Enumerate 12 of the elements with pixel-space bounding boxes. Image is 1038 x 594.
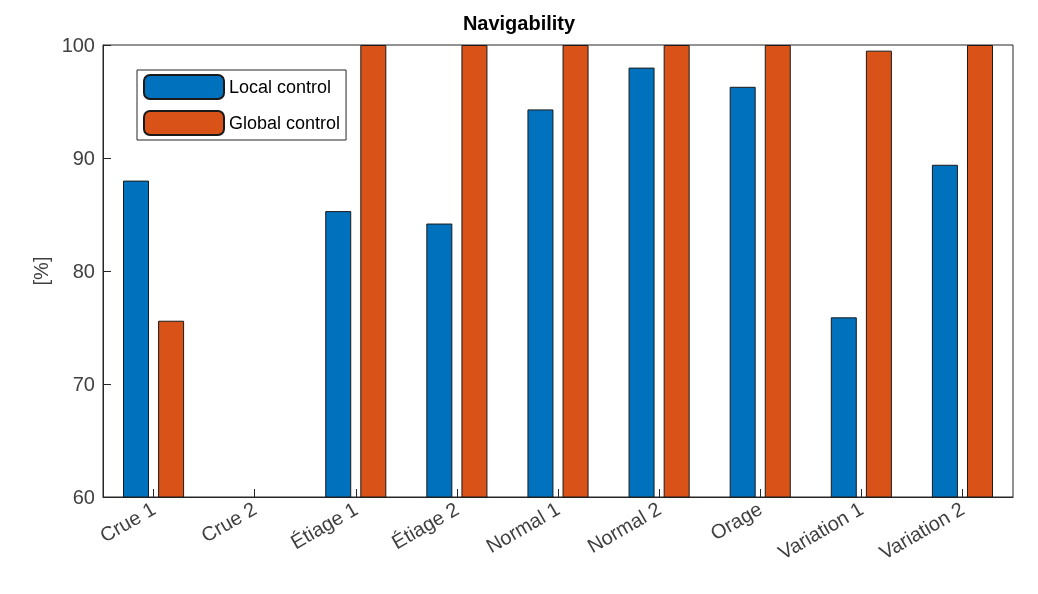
chart-title: Navigability [462,12,576,34]
x-tick-label: Crue 2 [197,497,261,547]
x-tick-label: Crue 1 [96,497,160,547]
y-tick-label: 60 [72,486,95,508]
legend-label: Global control [229,113,341,133]
y-axis-title: [%] [29,256,52,286]
y-tick-label: 70 [72,373,95,395]
y-tick-label: 80 [72,260,95,282]
y-tick-label: 90 [72,147,95,169]
x-tick-label: Orage [706,497,766,545]
y-tick-label: 100 [61,34,95,56]
legend-label: Local control [229,77,332,97]
